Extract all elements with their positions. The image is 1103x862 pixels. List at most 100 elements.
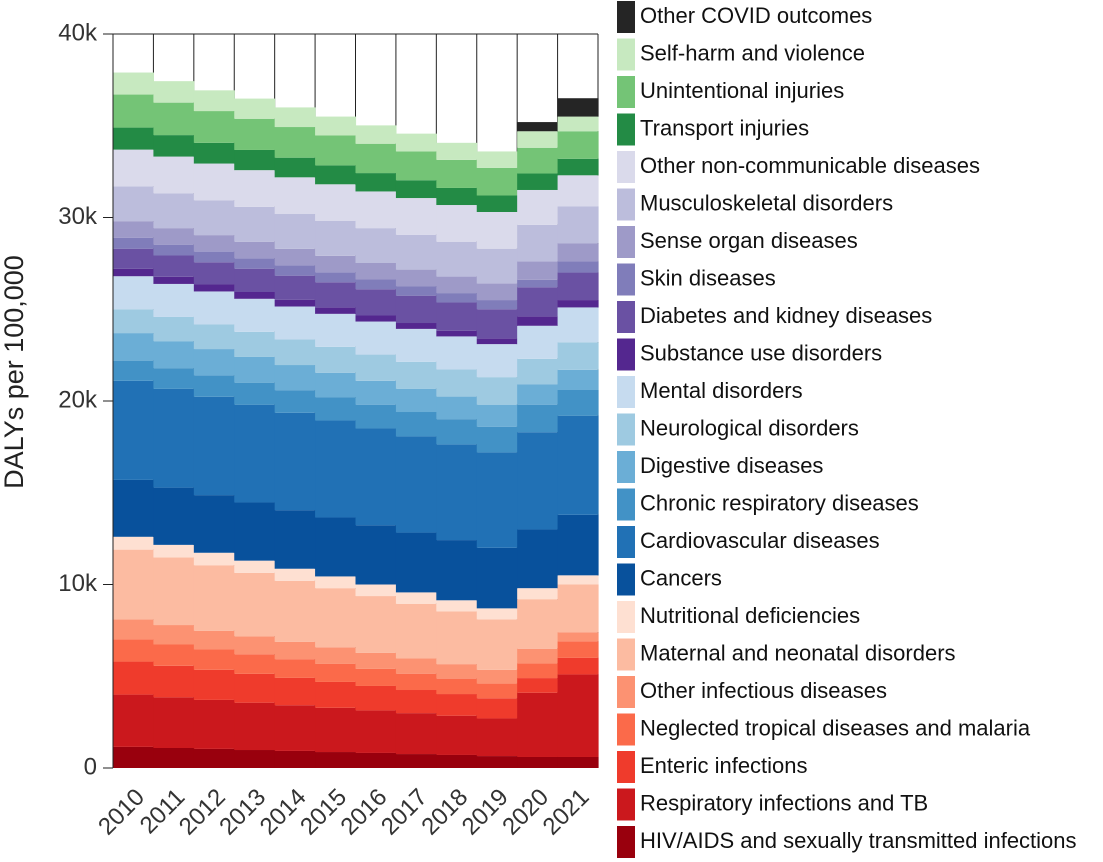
stack-segment: [395, 592, 437, 604]
legend-label: Other non-communicable diseases: [640, 153, 980, 178]
stack-segment: [274, 127, 316, 158]
stack-segment: [193, 111, 235, 143]
legend-swatch: [617, 563, 635, 596]
stack-segment: [557, 261, 599, 273]
stack-segment: [355, 428, 397, 526]
stack-segment: [436, 540, 478, 601]
stack-segment: [436, 336, 478, 370]
stack-segment: [517, 432, 559, 530]
legend-swatch: [617, 788, 635, 821]
stack-segment: [355, 173, 397, 192]
stack-segment: [234, 331, 276, 357]
stack-segment: [193, 262, 235, 285]
stack-segment: [517, 122, 559, 132]
stack-segment: [113, 333, 155, 361]
stack-segment: [395, 436, 437, 533]
legend-label: Enteric infections: [640, 753, 808, 778]
stack-segment: [193, 748, 235, 768]
stack-segment: [274, 157, 316, 178]
stack-segment: [153, 276, 195, 284]
legend-label: Nutritional deficiencies: [640, 603, 860, 628]
stack-segment: [315, 313, 357, 347]
stack-segment: [113, 268, 155, 277]
stack-segment: [193, 291, 235, 325]
stack-segment: [153, 665, 195, 698]
stack-segment: [153, 102, 195, 136]
stack-segment: [557, 514, 599, 576]
stack-segment: [476, 669, 518, 684]
stack-segment: [436, 678, 478, 695]
stack-segment: [476, 426, 518, 453]
stack-segment: [476, 718, 518, 757]
legend-label: Skin diseases: [640, 265, 776, 290]
stack-segment: [517, 663, 559, 679]
stack-segment: [476, 344, 518, 378]
y-tick-label: 20k: [58, 386, 98, 413]
legend-swatch: [617, 188, 635, 221]
stack-segment: [315, 135, 357, 166]
stack-segment: [355, 668, 397, 686]
stack-segment: [395, 361, 437, 389]
stack-segment: [436, 715, 478, 755]
stack-segment: [274, 659, 316, 678]
stack-segment: [436, 444, 478, 541]
stack-segment: [274, 177, 316, 215]
stack-segment: [557, 657, 599, 675]
stack-segment: [234, 356, 276, 383]
y-axis-label: DALYs per 100,000: [0, 255, 29, 489]
stack-segment: [113, 309, 155, 334]
stack-segment: [113, 549, 155, 620]
stack-segment: [315, 282, 357, 308]
stack-segment: [234, 654, 276, 674]
stack-segment: [274, 248, 316, 266]
stack-segment: [395, 133, 437, 152]
stack-segment: [557, 131, 599, 159]
stack-segment: [315, 220, 357, 256]
legend-label: Other infectious diseases: [640, 678, 887, 703]
stack-segment: [517, 287, 559, 317]
stack-segment: [153, 283, 195, 317]
stack-segment: [517, 189, 559, 225]
stack-segment: [557, 243, 599, 262]
stack-segment: [557, 272, 599, 301]
stack-segment: [557, 632, 599, 642]
stack-segment: [113, 276, 155, 310]
stack-segment: [395, 151, 437, 181]
stack-segment: [517, 173, 559, 190]
stack-segment: [274, 750, 316, 768]
legend-label: Chronic respiratory diseases: [640, 490, 919, 515]
stack-segment: [274, 365, 316, 391]
x-tick-label: 2014: [255, 784, 312, 841]
stack-segment: [557, 584, 599, 633]
stack-segment: [355, 652, 397, 669]
stack-segment: [436, 187, 478, 206]
stack-segment: [234, 258, 276, 269]
stack-segment: [557, 575, 599, 585]
legend-swatch: [617, 526, 635, 558]
stack-segment: [557, 158, 599, 176]
x-tick-label: 2010: [93, 784, 150, 841]
stack-segment: [355, 191, 397, 229]
legend-label: Digestive diseases: [640, 453, 823, 478]
stack-segment: [274, 265, 316, 276]
stack-segment: [234, 98, 276, 119]
stack-segment: [234, 750, 276, 768]
stack-segment: [193, 90, 235, 112]
stack-segment: [517, 325, 559, 359]
legend-swatch: [617, 488, 635, 521]
stack-segment: [234, 241, 276, 259]
stack-segment: [436, 664, 478, 679]
stack-segment: [395, 180, 437, 199]
stack-segment: [113, 639, 155, 662]
stack-segment: [193, 324, 235, 350]
legend-swatch: [617, 751, 635, 783]
stack-segment: [395, 269, 437, 287]
stack-segment: [274, 214, 316, 249]
stack-segment: [274, 510, 316, 569]
stack-segment: [234, 382, 276, 405]
stack-segment: [517, 279, 559, 288]
stack-segment: [517, 316, 559, 326]
stack-segment: [395, 295, 437, 324]
stack-segment: [315, 420, 357, 518]
stack-segment: [517, 588, 559, 600]
